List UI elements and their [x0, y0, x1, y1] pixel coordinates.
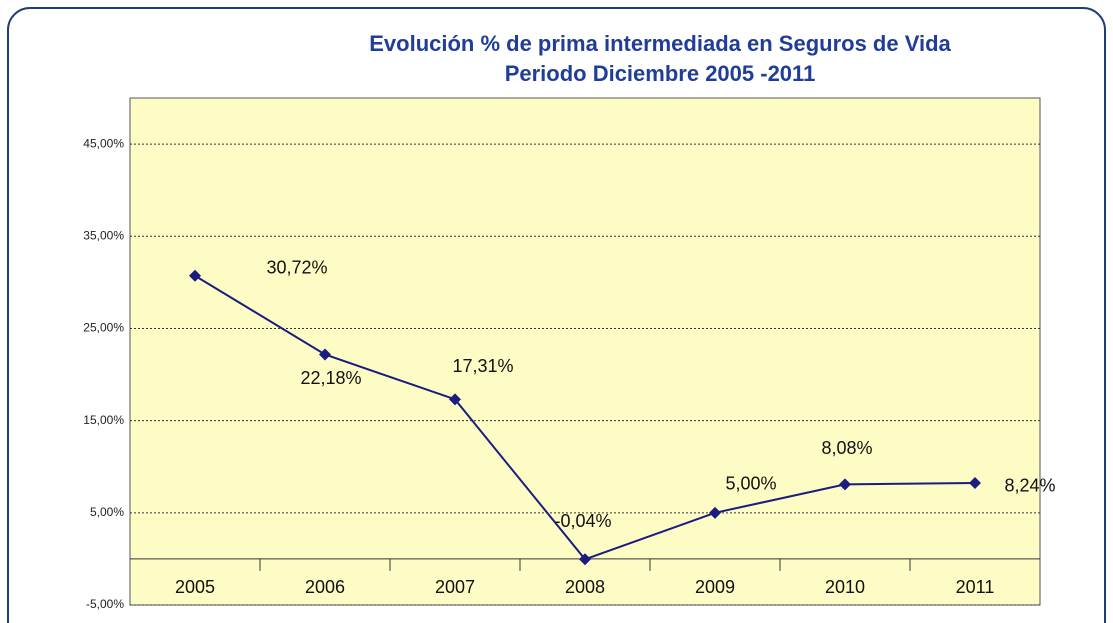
- x-tick-label: 2006: [305, 577, 345, 597]
- marker: [449, 393, 461, 406]
- x-tick-label: 2005: [175, 577, 215, 597]
- marker: [839, 478, 851, 491]
- marker: [189, 269, 201, 282]
- x-tick-label: 2007: [435, 577, 475, 597]
- marker: [319, 348, 331, 361]
- y-tick-label: 35,00%: [83, 228, 124, 242]
- marker: [969, 476, 981, 489]
- y-tick-label: 15,00%: [83, 413, 124, 427]
- data-label: 8,24%: [1004, 476, 1055, 496]
- marker: [709, 506, 721, 519]
- x-tick-label: 2008: [565, 577, 605, 597]
- data-label: 17,31%: [452, 356, 513, 376]
- data-label: 5,00%: [725, 474, 776, 494]
- x-tick-label: 2011: [956, 577, 995, 597]
- y-tick-label: 45,00%: [83, 136, 124, 150]
- chart-title: Evolución % de prima intermediada en Seg…: [369, 31, 951, 56]
- data-label: 22,18%: [300, 368, 361, 388]
- data-label: 30,72%: [266, 257, 327, 277]
- x-tick-label: 2009: [695, 577, 735, 597]
- data-label: 8,08%: [821, 438, 872, 458]
- y-tick-label: 5,00%: [90, 505, 124, 519]
- marker: [579, 553, 591, 566]
- y-tick-label: 25,00%: [83, 321, 124, 335]
- plot-area: [129, 97, 1041, 606]
- x-tick-label: 2010: [825, 577, 865, 597]
- y-tick-label: -5,00%: [86, 597, 124, 611]
- data-label: -0,04%: [554, 511, 611, 531]
- chart-subtitle: Periodo Diciembre 2005 -2011: [505, 61, 816, 86]
